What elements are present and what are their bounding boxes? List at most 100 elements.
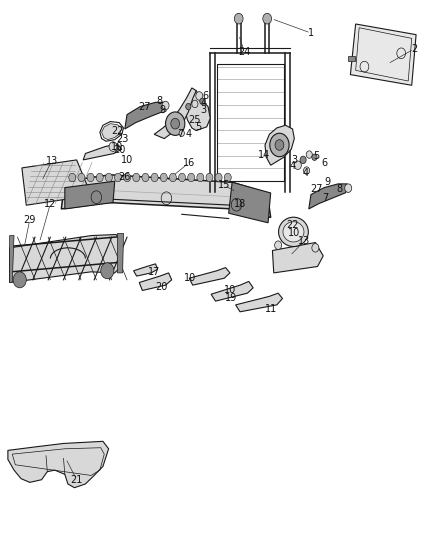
Polygon shape [8,441,109,488]
Circle shape [186,103,191,110]
Text: 17: 17 [148,267,160,277]
Text: 1: 1 [308,28,314,38]
Text: 15: 15 [218,181,230,190]
Text: 6: 6 [202,91,208,101]
Text: 3: 3 [201,106,207,115]
Polygon shape [83,144,122,160]
Circle shape [171,118,180,129]
Text: 22: 22 [111,126,124,135]
Circle shape [294,161,301,169]
Text: 4: 4 [303,168,309,178]
Polygon shape [10,236,14,282]
Polygon shape [236,293,283,312]
Text: 10: 10 [224,286,236,295]
Circle shape [345,184,352,192]
Text: 10: 10 [184,273,197,283]
Circle shape [275,140,284,150]
Text: 10: 10 [121,155,133,165]
Circle shape [179,130,184,136]
Polygon shape [65,181,115,209]
Polygon shape [22,160,90,205]
Text: 8: 8 [336,184,343,194]
Circle shape [312,154,317,160]
Ellipse shape [283,222,304,242]
Circle shape [114,173,121,182]
Text: 26: 26 [119,172,131,182]
Text: 9: 9 [160,106,166,115]
Circle shape [270,133,289,157]
Circle shape [106,173,113,182]
Text: 8: 8 [157,96,163,106]
Text: 13: 13 [298,236,311,246]
Text: 25: 25 [189,115,201,125]
Text: 2: 2 [411,44,417,54]
Text: 11: 11 [265,304,277,314]
Polygon shape [189,268,230,285]
Polygon shape [139,273,172,290]
Circle shape [96,173,103,182]
Circle shape [312,244,319,252]
Text: 4: 4 [290,161,296,171]
Polygon shape [10,235,123,282]
Text: 14: 14 [258,150,270,159]
Text: 10: 10 [288,229,300,238]
Circle shape [69,173,76,182]
Polygon shape [134,264,158,276]
Text: 5: 5 [313,151,319,160]
Polygon shape [229,182,271,223]
Text: 4: 4 [185,130,191,139]
Text: 3: 3 [291,155,297,165]
Circle shape [197,173,204,182]
Text: 20: 20 [113,146,125,155]
Polygon shape [350,24,416,85]
Circle shape [170,173,177,182]
Circle shape [87,173,94,182]
Polygon shape [184,91,210,131]
Polygon shape [61,175,271,217]
Text: 10: 10 [111,142,124,151]
Circle shape [166,112,185,135]
Text: 27: 27 [310,184,322,194]
Text: 7: 7 [322,193,328,203]
Circle shape [196,92,203,100]
Ellipse shape [279,217,308,247]
Text: 18: 18 [234,199,246,208]
Polygon shape [154,88,196,139]
Circle shape [162,101,169,110]
Circle shape [133,173,140,182]
Polygon shape [309,184,350,209]
Text: 21: 21 [71,475,83,484]
Text: 13: 13 [46,156,58,166]
Polygon shape [272,243,323,273]
Circle shape [13,272,26,288]
Text: 4: 4 [201,99,207,108]
Circle shape [78,173,85,182]
Circle shape [200,98,205,104]
Polygon shape [348,56,355,61]
Circle shape [234,13,243,24]
Circle shape [275,241,282,249]
Text: 5: 5 [195,122,201,132]
Circle shape [187,173,194,182]
Text: 12: 12 [44,199,57,208]
Text: 9: 9 [325,177,331,187]
Circle shape [215,173,222,182]
Polygon shape [102,124,122,140]
Circle shape [306,151,312,158]
Text: 22: 22 [286,220,299,230]
Circle shape [304,167,310,174]
Circle shape [151,173,158,182]
Text: 6: 6 [321,158,327,167]
Text: 16: 16 [183,158,195,167]
Polygon shape [265,125,294,165]
Text: 27: 27 [138,102,151,111]
Text: 20: 20 [155,282,167,292]
Circle shape [224,173,231,182]
Circle shape [160,173,167,182]
Circle shape [206,173,213,182]
Circle shape [263,13,272,24]
Text: 24: 24 [238,47,251,56]
Circle shape [142,173,149,182]
Polygon shape [117,233,124,273]
Circle shape [192,100,198,108]
